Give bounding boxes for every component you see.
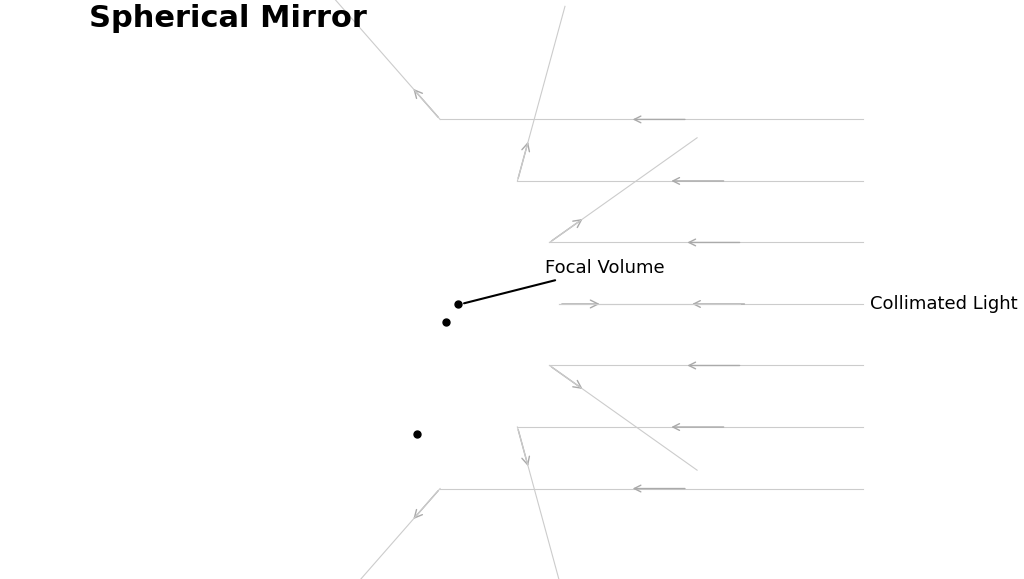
Text: Spherical Mirror: Spherical Mirror <box>89 3 367 32</box>
Text: Focal Volume: Focal Volume <box>464 259 665 303</box>
Text: Collimated Light: Collimated Light <box>870 295 1018 313</box>
